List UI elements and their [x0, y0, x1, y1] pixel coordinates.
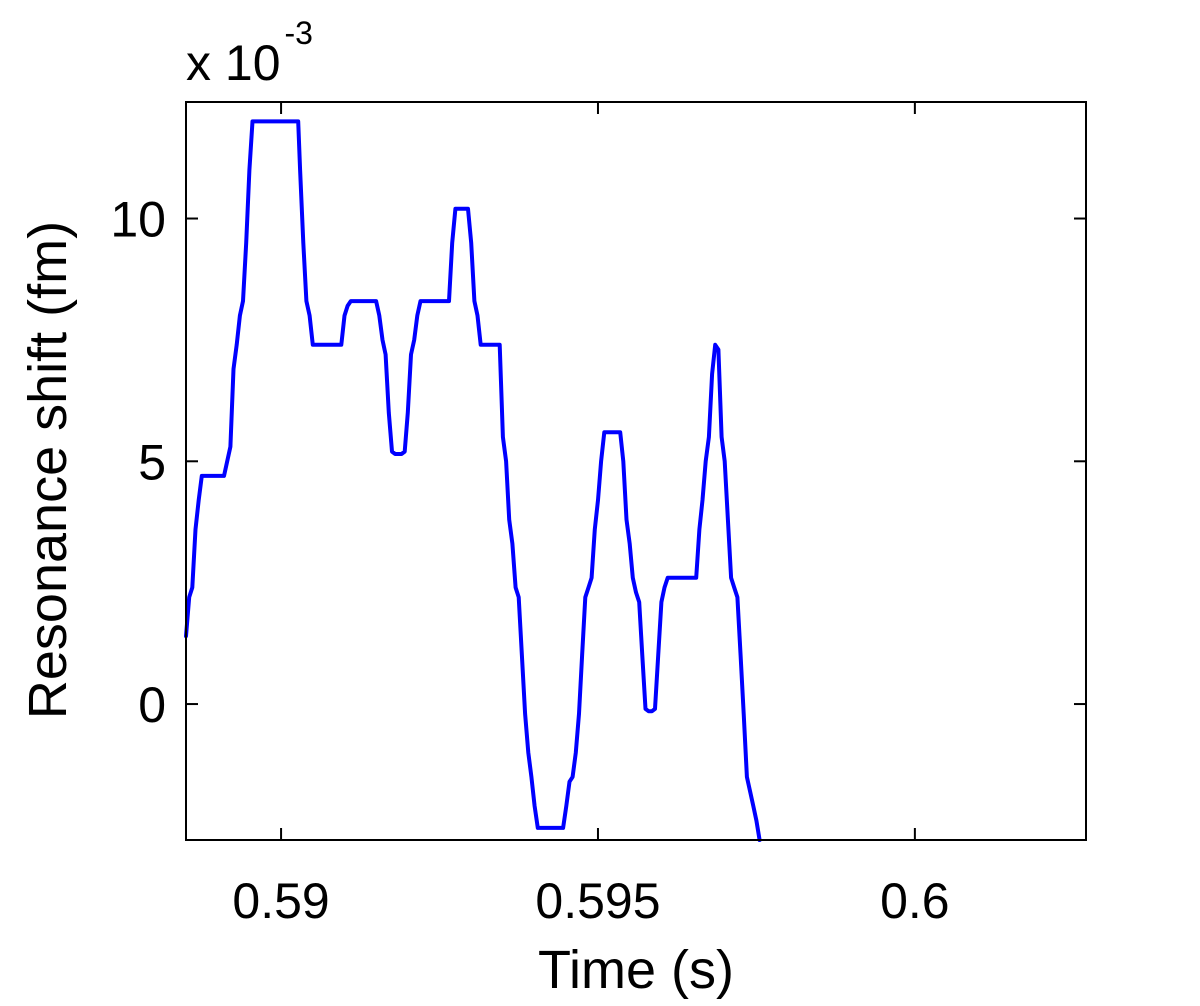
x-tick-label: 0.6	[880, 873, 950, 929]
y-axis-label: Resonance shift (fm)	[18, 221, 78, 719]
y-tick-label: 0	[138, 677, 166, 733]
x-tick-label: 0.595	[535, 873, 660, 929]
x-axis-label: Time (s)	[538, 940, 734, 1000]
series-line	[184, 119, 762, 842]
tick-marks	[186, 102, 1086, 840]
tick-labels: 0.59 0.595 0.6 0 5 10	[110, 192, 949, 929]
y-multiplier-base: x 10	[186, 35, 281, 91]
y-tick-label: 10	[110, 192, 166, 248]
y-multiplier: x 10-3	[186, 15, 313, 91]
x-tick-label: 0.59	[232, 873, 329, 929]
y-tick-label: 5	[138, 434, 166, 490]
plot-frame	[185, 101, 1087, 841]
y-multiplier-exponent: -3	[285, 15, 313, 51]
